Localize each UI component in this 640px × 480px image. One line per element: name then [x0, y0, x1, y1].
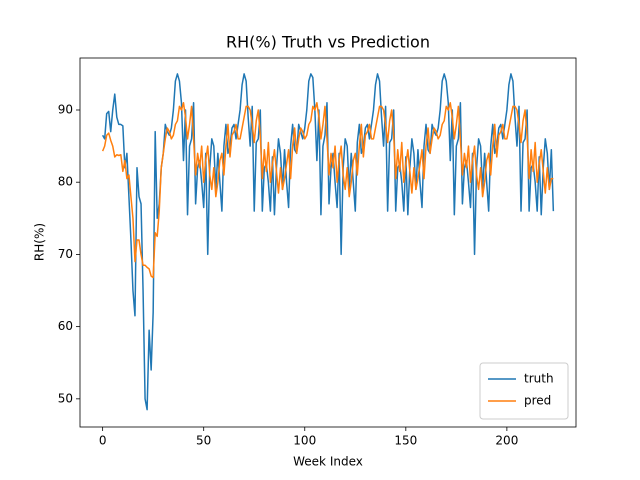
y-tick-label: 90 [58, 102, 73, 116]
x-axis-label: Week Index [293, 455, 363, 469]
legend-label: pred [524, 394, 551, 408]
legend-box [479, 362, 569, 420]
y-axis-label: RH(%) [33, 223, 47, 261]
x-tick-label: 200 [495, 434, 518, 448]
x-tick-label: 0 [99, 434, 107, 448]
y-tick-label: 70 [58, 247, 73, 261]
legend: truth pred [479, 362, 569, 420]
x-tick-label: 100 [293, 434, 316, 448]
axes-frame [79, 57, 577, 428]
x-tick-label: 150 [394, 434, 417, 448]
legend-label: truth [524, 372, 554, 386]
y-tick-label: 50 [58, 391, 73, 405]
y-tick-label: 60 [58, 319, 73, 333]
x-tick-label: 50 [196, 434, 211, 448]
chart-title: RH(%) Truth vs Prediction [226, 33, 430, 52]
y-tick-label: 80 [58, 175, 73, 189]
series-line [101, 102, 554, 279]
